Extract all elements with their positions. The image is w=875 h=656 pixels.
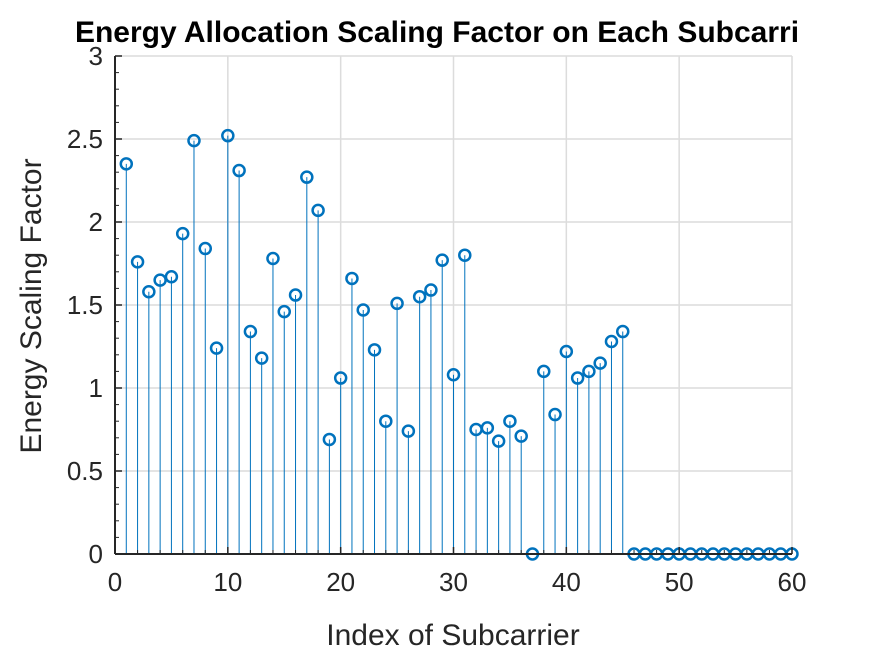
stem-marker: [503, 414, 517, 428]
stem-marker: [221, 128, 235, 143]
stem-marker: [616, 324, 630, 339]
x-tick-label: 0: [108, 567, 122, 597]
y-tick-label: 2.5: [67, 124, 103, 154]
stem-marker: [446, 367, 461, 382]
x-tick-label: 40: [552, 567, 581, 597]
stem-marker: [604, 334, 619, 349]
stem-marker: [187, 133, 201, 148]
x-tick-label: 20: [326, 567, 355, 597]
tick-labels: 0 10 20 30 40 50 60 0 0.5 1 1.5 2 2.5 3: [67, 41, 807, 597]
stem-marker: [333, 371, 348, 385]
stem-marker: [130, 255, 145, 269]
stem-marker: [345, 271, 359, 286]
stem-marker: [424, 283, 438, 297]
y-tick-label: 2: [89, 207, 103, 237]
stem-marker: [175, 226, 190, 241]
stem-series: [119, 128, 799, 561]
stem-marker: [412, 289, 427, 304]
stem-marker: [435, 253, 449, 267]
stem-marker: [537, 364, 551, 379]
y-tick-label: 0: [89, 539, 103, 569]
stem-marker: [254, 351, 269, 365]
stem-marker: [401, 424, 416, 438]
x-tick-label: 10: [213, 567, 242, 597]
stem-marker: [367, 343, 382, 357]
y-tick-label: 3: [89, 41, 103, 71]
stem-marker: [582, 364, 596, 379]
stem-marker: [288, 288, 303, 302]
stem-marker: [514, 429, 528, 443]
x-tick-label: 50: [665, 567, 694, 597]
stem-marker: [491, 434, 506, 448]
stem-marker: [243, 324, 258, 339]
stem-marker: [198, 241, 213, 256]
chart-title: Energy Allocation Scaling Factor on Each…: [75, 16, 799, 49]
stem-marker: [311, 203, 325, 218]
x-tick-label: 30: [439, 567, 468, 597]
y-tick-label: 1: [89, 373, 103, 403]
stem-marker: [379, 414, 393, 428]
stem-marker: [548, 407, 562, 422]
stem-marker: [277, 304, 291, 319]
axes: [114, 55, 793, 555]
stem-marker: [480, 421, 495, 435]
stem-marker: [559, 344, 574, 359]
x-axis-label: Index of Subcarrier: [326, 619, 579, 652]
stem-marker: [356, 303, 370, 317]
stem-marker: [232, 163, 246, 178]
x-tick-label: 60: [778, 567, 807, 597]
stem-marker: [142, 284, 156, 299]
stem-marker: [593, 356, 607, 370]
stem-marker: [164, 270, 179, 284]
stem-marker: [300, 170, 314, 184]
stem-marker: [390, 296, 404, 311]
y-axis-label: Energy Scaling Factor: [15, 158, 48, 453]
stem-marker: [209, 341, 224, 355]
stem-marker: [570, 371, 585, 385]
stem-marker: [119, 157, 134, 171]
y-tick-label: 0.5: [67, 456, 103, 486]
stem-marker: [322, 432, 337, 447]
stem-marker: [458, 248, 472, 262]
stem-marker: [266, 251, 280, 266]
y-tick-label: 1.5: [67, 290, 103, 320]
